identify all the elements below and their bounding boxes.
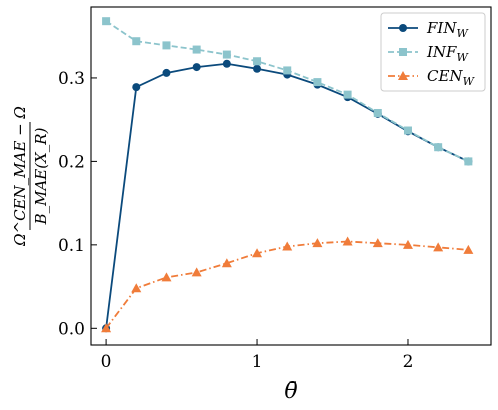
data-point <box>131 283 142 293</box>
data-point <box>102 17 111 26</box>
data-point <box>191 267 202 277</box>
series-layer <box>101 17 474 333</box>
data-point <box>433 242 444 252</box>
plot-frame <box>90 6 492 346</box>
legend-label: INFW <box>426 43 469 64</box>
data-point <box>403 126 412 135</box>
data-point <box>252 248 263 258</box>
data-point <box>221 258 232 268</box>
legend-label: CENW <box>427 67 476 88</box>
tick-layer: 0 1 2 0.0 0.1 0.2 0.3 <box>58 69 413 372</box>
data-point <box>222 59 231 68</box>
data-point <box>161 272 172 282</box>
data-point <box>343 90 352 99</box>
legend-label-base: FIN <box>426 19 457 37</box>
data-point <box>463 244 474 254</box>
data-point <box>162 68 171 77</box>
data-point <box>222 50 231 59</box>
data-point <box>192 45 201 54</box>
data-point <box>313 78 322 87</box>
legend-entry: FINW <box>388 19 469 40</box>
legend-entry: INFW <box>388 43 469 64</box>
legend-label-subscript: W <box>456 51 469 64</box>
y-tick-label: 0.3 <box>58 69 85 89</box>
data-point <box>253 57 262 66</box>
data-point <box>192 63 201 72</box>
data-point <box>283 66 292 75</box>
legend-label-base: INF <box>426 43 457 61</box>
y-axis-label-denominator: B_MAE(X_R) <box>32 127 50 225</box>
y-tick-label: 0.0 <box>58 319 85 339</box>
data-point <box>162 41 171 50</box>
series-inf <box>102 17 473 166</box>
x-tick-label: 0 <box>101 352 112 372</box>
data-point <box>342 236 353 246</box>
y-tick-label: 0.1 <box>58 236 85 256</box>
data-point <box>282 241 293 251</box>
data-point <box>253 64 262 73</box>
data-point <box>312 238 323 248</box>
legend-box <box>380 12 486 92</box>
data-point <box>464 157 473 166</box>
legend-label: FINW <box>426 19 469 40</box>
data-point <box>132 37 141 46</box>
y-axis-label: Ω^CEN_MAE − Ω B_MAE(X_R) <box>11 106 50 247</box>
data-point <box>434 143 443 152</box>
data-point <box>402 239 413 249</box>
legend-label-base: CEN <box>427 67 463 85</box>
y-axis-label-numerator: Ω^CEN_MAE − Ω <box>11 106 29 247</box>
data-point <box>372 238 383 248</box>
legend-label-subscript: W <box>456 27 469 40</box>
x-axis-label: θ̄ <box>284 379 297 404</box>
data-point <box>101 323 112 333</box>
legend-marker <box>398 71 408 80</box>
legend-entry: CENW <box>388 67 476 88</box>
legend-marker <box>399 48 407 56</box>
data-point <box>132 83 141 92</box>
legend-marker <box>399 24 407 32</box>
x-tick-label: 1 <box>252 352 263 372</box>
x-tick-label: 2 <box>403 352 414 372</box>
legend-label-subscript: W <box>463 75 476 88</box>
data-point <box>373 108 382 117</box>
series-cen <box>101 236 474 333</box>
y-tick-label: 0.2 <box>58 152 85 172</box>
